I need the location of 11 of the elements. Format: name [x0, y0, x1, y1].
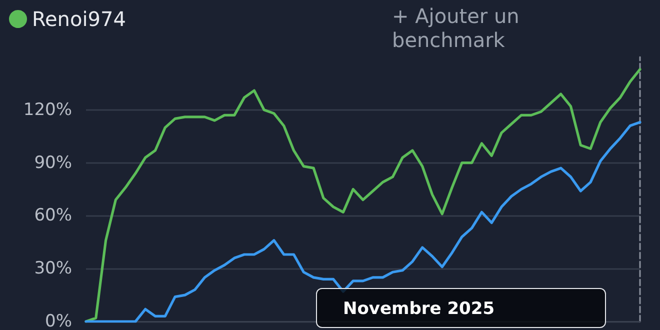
annotation: Novembre 2025 — [343, 299, 495, 319]
text: + Ajouter un benchmark — [392, 4, 526, 52]
line-series — [84, 68, 642, 323]
y-tick-label: 30% — [34, 258, 72, 279]
y-tick-label: 60% — [34, 206, 72, 226]
y-tick-label: 90% — [34, 152, 72, 173]
line-series — [84, 120, 642, 323]
tooltip-card: Novembre 2025 — [316, 288, 606, 328]
legend-label: Renoi974 — [32, 7, 126, 31]
y-tick-label: 0% — [45, 312, 72, 330]
y-tick-label: 120% — [23, 100, 72, 120]
